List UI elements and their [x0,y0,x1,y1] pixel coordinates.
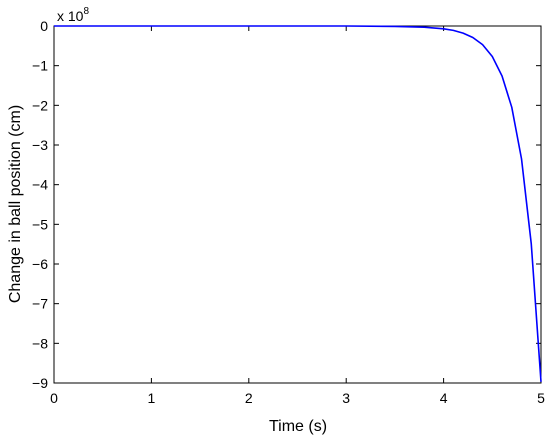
plot-area-border [53,25,542,384]
y-tick-label: −2 [32,97,48,113]
y-tick-label: −1 [32,58,48,74]
x-axis-label: Time (s) [269,418,327,435]
y-tick-label: −6 [32,256,48,272]
y-multiplier-label: x 108 [57,6,89,24]
y-tick-label: −7 [32,296,48,312]
tick-labels: 0 1 2 3 4 5 0 −1 −2 −3 −4 −5 −6 −7 −8 −9 [32,18,545,406]
plot-frame [53,25,542,384]
series-line [54,25,542,382]
y-tick-label: −8 [32,335,48,351]
x-tick-label: 3 [342,390,350,406]
y-multiplier-exponent: 8 [83,6,89,17]
x-tick-label: 4 [440,390,448,406]
x-tick-label: 2 [245,390,253,406]
y-tick-label: 0 [40,18,48,34]
x-tick-label: 5 [537,390,545,406]
y-tick-label: −5 [32,216,48,232]
y-tick-label: −9 [32,375,48,391]
series-layer [54,25,542,382]
y-tick-label: −4 [32,177,48,193]
y-multiplier-base: x 10 [57,8,84,24]
y-tick-label: −3 [32,137,48,153]
x-tick-label: 0 [50,390,58,406]
axis-ticks [53,25,542,384]
y-axis-label: Change in ball position (cm) [7,105,24,303]
x-tick-label: 1 [148,390,156,406]
